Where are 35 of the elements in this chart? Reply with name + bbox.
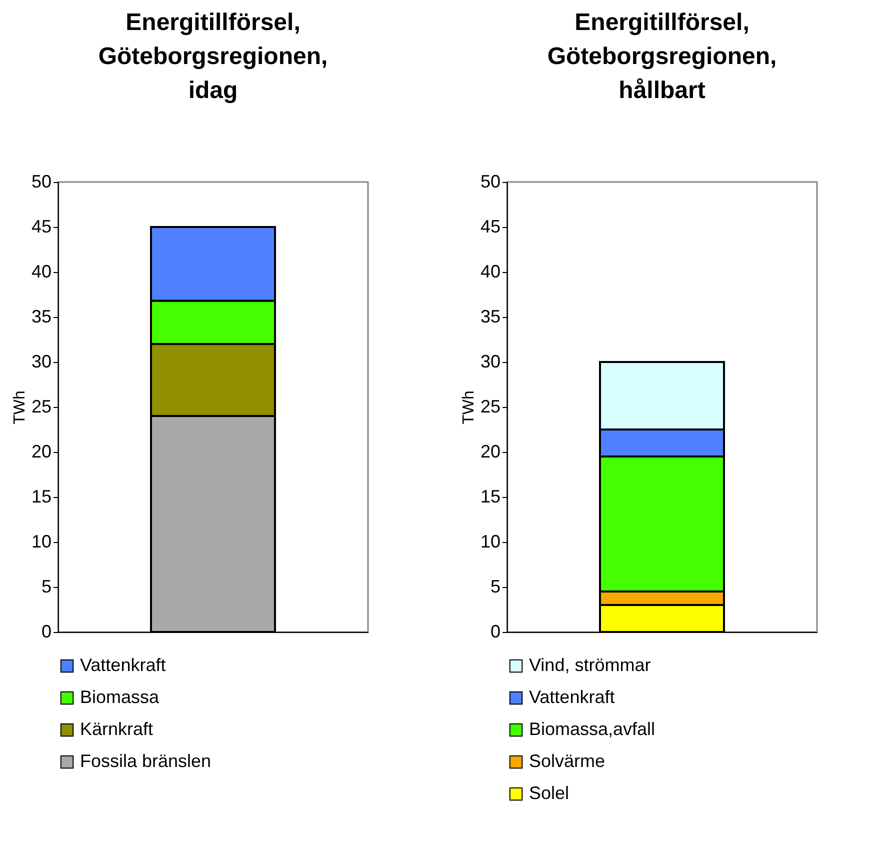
chart-title: Energitillförsel, Göteborgsregionen, hållbart [547,9,777,104]
y-tick-label: 25 [31,396,52,416]
y-tick-label: 20 [480,442,500,462]
legend-label: Kärnkraft [80,719,154,739]
y-axis-title: TWh [11,390,28,424]
y-tick-label: 10 [31,532,52,552]
y-tick-label: 0 [41,622,52,642]
legend-label: Biomassa,avfall [529,719,656,739]
legend-label: Solvärme [529,751,606,771]
y-tick-label: 20 [31,442,52,462]
y-tick-label: 5 [41,576,52,596]
y-tick-label: 50 [31,172,52,192]
y-tick-label: 45 [31,216,52,236]
y-tick-label: 40 [31,262,52,282]
chart-title: Energitillförsel, Göteborgsregionen, idag [98,9,328,104]
legend-label: Vind, strömmar [529,655,651,675]
y-axis-title: TWh [460,390,478,424]
y-tick-label: 50 [480,172,500,192]
y-tick-label: 35 [31,306,52,326]
y-tick-label: 10 [480,532,500,552]
y-tick-label: 15 [480,486,500,506]
y-tick-label: 40 [480,262,500,282]
y-tick-label: 25 [480,396,500,416]
legend-label: Solel [529,783,570,803]
legend-label: Vattenkraft [80,655,166,675]
y-tick-label: 0 [490,622,500,642]
legend-label: Fossila bränslen [80,751,212,771]
legend-label: Vattenkraft [529,687,615,707]
y-tick-label: 35 [480,306,500,326]
y-tick-label: 45 [480,216,500,236]
legend-label: Biomassa [80,687,160,707]
y-tick-label: 5 [490,576,500,596]
y-tick-label: 30 [31,352,52,372]
y-tick-label: 30 [480,352,500,372]
y-tick-label: 15 [31,486,52,506]
